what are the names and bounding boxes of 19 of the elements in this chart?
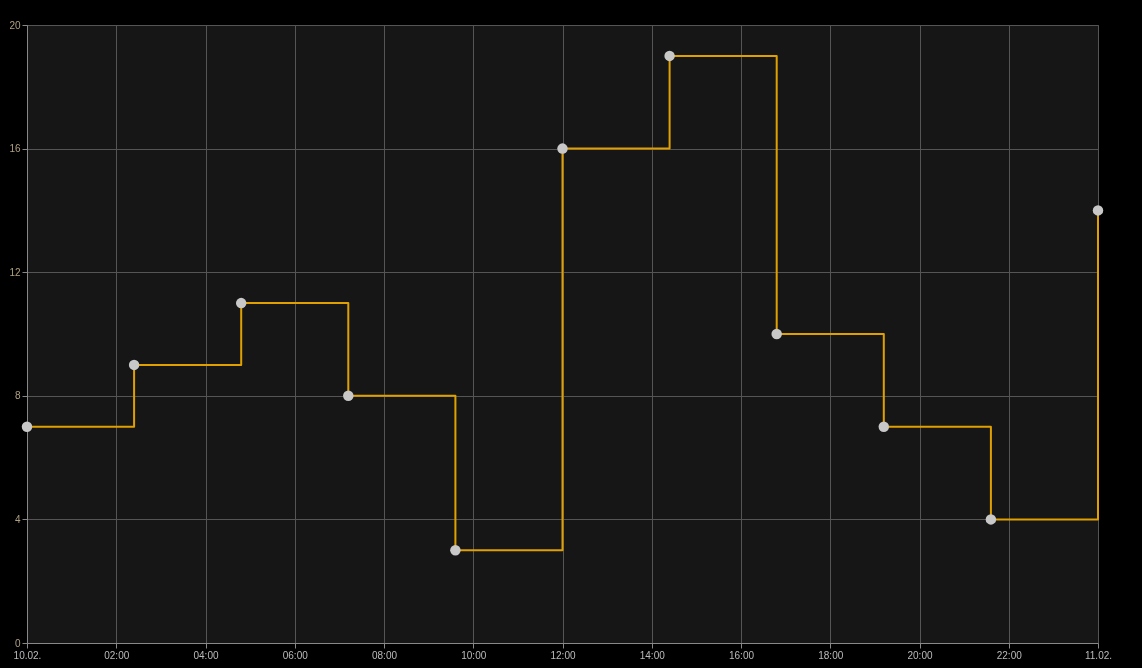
x-tick-label: 20:00 bbox=[907, 649, 933, 661]
x-tick-label: 08:00 bbox=[371, 649, 398, 661]
y-tick-label: 8 bbox=[14, 390, 21, 402]
x-tick-label: 04:00 bbox=[193, 649, 219, 661]
x-tick-label: 10:00 bbox=[461, 649, 487, 661]
x-tick-label: 06:00 bbox=[282, 649, 309, 661]
x-tick-label: 14:00 bbox=[639, 649, 666, 661]
x-tick-label: 22:00 bbox=[996, 649, 1023, 661]
y-tick-label: 0 bbox=[14, 637, 21, 649]
x-tick-label: 02:00 bbox=[104, 649, 130, 661]
x-tick-label: 10.02. bbox=[13, 649, 42, 661]
y-tick-label: 12 bbox=[9, 266, 21, 278]
x-tick-label: 16:00 bbox=[728, 649, 755, 661]
x-tick-label: 11.02. bbox=[1084, 649, 1113, 661]
x-tick-label: 12:00 bbox=[550, 649, 576, 661]
y-tick-label: 4 bbox=[14, 513, 21, 525]
y-tick-label: 20 bbox=[9, 19, 21, 31]
y-tick-label: 16 bbox=[9, 143, 21, 155]
x-tick-label: 18:00 bbox=[818, 649, 844, 661]
